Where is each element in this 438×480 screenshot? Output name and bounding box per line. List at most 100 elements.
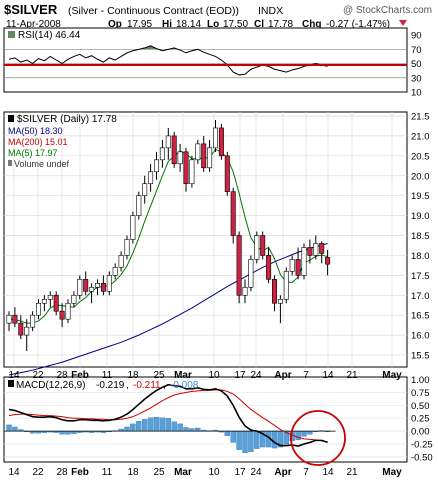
candle-body [301, 247, 307, 276]
candle [295, 247, 301, 280]
candle [301, 243, 307, 280]
change-down-icon [399, 20, 407, 26]
candle [325, 249, 331, 276]
candle-body [71, 294, 77, 304]
x-axis: 141422222828FebFeb111118182525MarMar1010… [8, 370, 402, 478]
candle-body [130, 215, 136, 240]
rsi-legend: RSI(14) 46.44 [8, 30, 81, 41]
price-legend-swatch [8, 115, 14, 122]
rsi-y-tick-label: 70 [411, 45, 422, 56]
candle [77, 275, 83, 300]
header-exchange: INDX [258, 5, 283, 17]
candle-body [59, 310, 65, 320]
macd-histogram-bar [124, 426, 130, 432]
candle [12, 307, 18, 328]
macd-legend-name: MACD(12,26,9) [16, 380, 85, 391]
candle [248, 255, 254, 292]
candle [136, 191, 142, 220]
candle-body [307, 247, 313, 256]
macd-legend-macd-value: -0.219 [96, 380, 125, 391]
macd-y-tick-label: 0.50 [411, 401, 430, 412]
macd-histogram-bar [195, 427, 201, 432]
ma50-legend-label: MA(50) 18.30 [8, 126, 63, 136]
candle-body [106, 275, 112, 292]
macd-histogram-bar [183, 427, 189, 432]
candle [148, 163, 154, 192]
candle-body [100, 283, 106, 292]
candle [47, 291, 53, 308]
candle [65, 299, 71, 324]
candle [307, 239, 313, 264]
macd-y-tick-label: 1.00 [411, 375, 430, 386]
candle-body [242, 287, 248, 296]
macd-histogram-bar [141, 419, 148, 432]
macd-histogram-bar [248, 430, 254, 452]
rsi-panel-frame [3, 27, 408, 93]
x-tick-label-lower: 18 [127, 467, 139, 478]
macd-histogram-bar [254, 430, 260, 449]
x-tick-label-lower: 7 [303, 467, 309, 478]
price-panel: 21.5 21.0 20.5 20.0 19.5 19.0 18.5 18.0 17.5 17.0… [4, 111, 430, 376]
candle-body [30, 314, 36, 328]
candle [112, 263, 118, 280]
macd-histogram-bar [242, 430, 248, 453]
macd-y-tick-label: 0.75 [411, 388, 430, 399]
header-close-label: Cl [254, 19, 264, 30]
macd-line [8, 383, 328, 447]
candle [83, 271, 89, 296]
candle-body [12, 314, 18, 324]
candle [266, 247, 272, 284]
candle-body [154, 159, 160, 173]
candle-body [41, 298, 47, 304]
x-tick-label-lower: 10 [208, 467, 220, 478]
candle [260, 231, 266, 260]
candle [224, 151, 230, 196]
candle-body [35, 302, 41, 316]
candle [154, 151, 160, 180]
macd-legend-separator-2: , [163, 380, 166, 391]
macd-histogram-bar [295, 430, 301, 441]
macd-histogram-bar [165, 418, 172, 432]
macd-histogram-bar [12, 426, 18, 432]
candle [41, 295, 47, 312]
x-tick-label-upper: Mar [174, 370, 192, 381]
macd-histogram-bar [159, 417, 166, 432]
candle [242, 279, 248, 304]
candle [130, 211, 136, 244]
candle-body [124, 239, 130, 256]
header-open-label: Op [108, 19, 122, 30]
ma5-legend-label: MA(5) 17.97 [8, 148, 58, 158]
x-tick-label-lower: 22 [32, 467, 44, 478]
candle-body [319, 243, 325, 254]
candle-body [313, 243, 319, 256]
candle [289, 255, 295, 276]
macd-panel-frame [3, 376, 408, 463]
macd-y-tick-label: -0.25 [411, 439, 433, 450]
candle-body [6, 314, 12, 324]
candle [18, 315, 24, 340]
candle [118, 251, 124, 272]
volume-legend-label: Volume undef [14, 159, 70, 169]
candle [95, 279, 101, 296]
price-y-tick-label: 17.5 [411, 271, 430, 282]
candle-body [142, 183, 148, 196]
rsi-legend-label: RSI(14) 46.44 [18, 30, 81, 41]
macd-y-tick-label: 0.00 [411, 427, 430, 438]
candle-body [89, 287, 95, 292]
candle [213, 119, 219, 152]
header-date: 11-Apr-2008 [6, 19, 61, 30]
candle-body [189, 159, 195, 185]
candle [189, 155, 195, 188]
candle-body [248, 259, 254, 288]
header-watermark: @ StockCharts.com [343, 5, 432, 16]
candle [24, 319, 30, 352]
macd-histogram-bar [307, 430, 313, 435]
x-tick-label-lower: 28 [56, 467, 68, 478]
price-legend: $SILVER (Daily) 17.78 MA(50) 18.30 MA(20… [8, 114, 117, 169]
candle [218, 123, 224, 160]
x-tick-label-upper: 24 [250, 370, 262, 381]
macd-histogram-bar [147, 417, 154, 432]
candle [177, 143, 183, 172]
volume-legend-swatch [8, 160, 12, 166]
